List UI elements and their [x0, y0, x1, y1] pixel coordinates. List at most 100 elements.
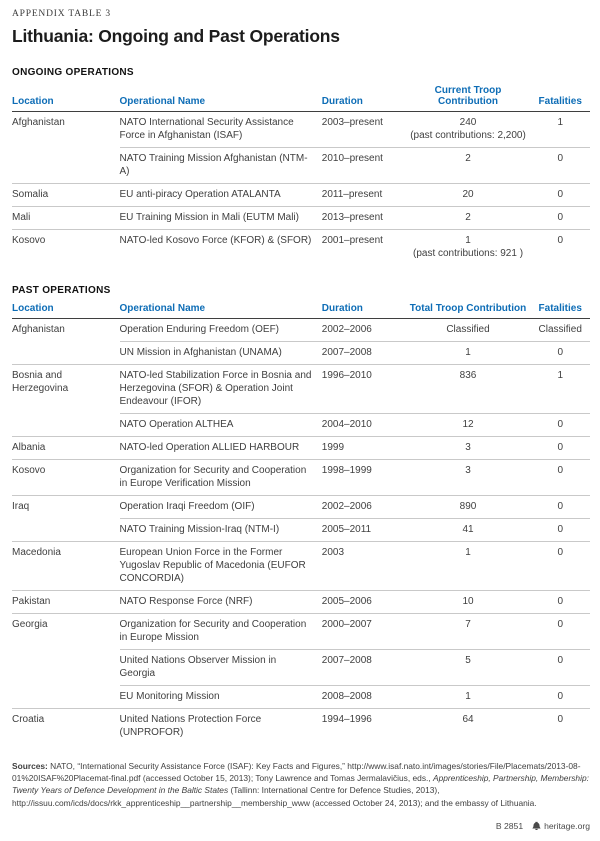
table-row: NATO Training Mission Afghanistan (NTM-A…: [12, 147, 590, 184]
cell-fatalities: 1: [557, 117, 563, 128]
cell-operation-name: Organization for Security and Cooperatio…: [119, 613, 322, 650]
table-row: Georgia Organization for Security and Coo…: [12, 613, 590, 709]
cell-location: Kosovo: [12, 229, 120, 265]
column-header: Duration: [321, 301, 406, 319]
sources-paragraph: Sources: NATO, “International Security A…: [12, 760, 590, 809]
cell-fatalities: 0: [530, 613, 590, 650]
cell-troop-contribution: 1 (past contributions: 921 ): [405, 229, 531, 265]
cell-troop-contribution: 836: [405, 364, 531, 414]
table-row: Somalia EU anti-piracy Operation ATALANTA…: [12, 183, 590, 207]
cell-duration: 2003: [321, 541, 406, 591]
cell-duration: 2013–present: [321, 206, 406, 230]
cell-fatalities: 0: [530, 413, 590, 437]
cell-operation-name: Operation Enduring Freedom (OEF): [119, 324, 280, 335]
cell-fatalities: 0: [530, 708, 590, 744]
table-row: NATO Training Mission-Iraq (NTM-I) 2005–2…: [12, 518, 590, 542]
troops-past-contribution-note: (past contributions: 921 ): [412, 248, 524, 259]
cell-troop-contribution: 20: [405, 183, 531, 207]
cell-duration: 2007–2008: [321, 649, 406, 686]
cell-fatalities: 0: [530, 518, 590, 542]
page-footer: B 2851 heritage.org: [12, 821, 590, 831]
ongoing-operations-section: ONGOING OPERATIONS Location Operational N…: [12, 67, 590, 265]
table-row: Afghanistan NATO International Security A…: [12, 112, 590, 148]
cell-troop-contribution: 2: [405, 206, 531, 230]
cell-troop-contribution: 2: [405, 147, 531, 184]
cell-duration: 1996–2010: [321, 364, 406, 414]
table-row: United Nations Observer Mission in Georg…: [12, 649, 590, 686]
cell-operation-name: European Union Force in the Former Yugos…: [119, 541, 322, 591]
cell-operation-name: United Nations Observer Mission in Georg…: [119, 649, 322, 686]
cell-troop-contribution: 7: [405, 613, 531, 650]
cell-operation-name: NATO-led Kosovo Force (KFOR) & (SFOR): [119, 229, 322, 265]
cell-operation-name: NATO Response Force (NRF): [119, 590, 322, 614]
column-header: Fatalities: [530, 301, 590, 319]
cell-location: Pakistan: [12, 590, 120, 614]
cell-location: Afghanistan: [12, 117, 65, 128]
cell-fatalities: 0: [530, 459, 590, 496]
cell-location: Iraq: [12, 495, 120, 542]
table-row: Croatia United Nations Protection Force (…: [12, 708, 590, 744]
cell-fatalities: 0: [530, 541, 590, 591]
cell-troop-contribution: 1: [405, 541, 531, 591]
table-row: Kosovo NATO-led Kosovo Force (KFOR) & (SF…: [12, 229, 590, 265]
cell-location: Croatia: [12, 708, 120, 744]
table-row: Pakistan NATO Response Force (NRF) 2005–20…: [12, 590, 590, 614]
cell-operation-name: EU Training Mission in Mali (EUTM Mali): [119, 206, 322, 230]
cell-fatalities: 0: [530, 341, 590, 365]
cell-duration: 2011–present: [321, 183, 406, 207]
cell-duration: 1998–1999: [321, 459, 406, 496]
cell-duration: 2005–2011: [321, 518, 406, 542]
cell-fatalities: 0: [530, 183, 590, 207]
table-row: NATO Operation ALTHEA 2004–2010 12 0: [12, 413, 590, 437]
cell-troop-contribution: 3: [405, 436, 531, 460]
cell-duration: 2003–present: [321, 117, 383, 128]
header-row: Location Operational Name Duration Total Tr…: [12, 301, 590, 319]
section-label: ONGOING OPERATIONS: [12, 67, 134, 78]
cell-operation-name: EU Monitoring Mission: [119, 685, 322, 709]
cell-operation-name: EU anti-piracy Operation ATALANTA: [119, 183, 322, 207]
sources-label: Sources:: [12, 761, 48, 771]
column-header: Fatalities: [530, 83, 590, 112]
column-header: Duration: [321, 83, 406, 112]
site-label: heritage.org: [544, 820, 590, 831]
cell-troop-contribution: 3: [405, 459, 531, 496]
cell-duration: 2001–present: [321, 229, 406, 265]
column-header: Location: [12, 83, 120, 112]
section-label: PAST OPERATIONS: [12, 285, 111, 296]
cell-fatalities: 0: [530, 685, 590, 709]
column-header: Operational Name: [119, 301, 322, 319]
liberty-bell-icon: [532, 821, 541, 830]
cell-operation-name: United Nations Protection Force (UNPROFO…: [119, 708, 322, 744]
cell-location: Somalia: [12, 183, 120, 207]
cell-duration: 2002–2006: [321, 495, 406, 519]
cell-duration: 2005–2006: [321, 590, 406, 614]
doc-id: B 2851: [495, 820, 524, 831]
table-row: Afghanistan Operation Enduring Freedom (O…: [12, 319, 590, 342]
past-operations-section: PAST OPERATIONS Location Operational Name…: [12, 285, 590, 744]
column-header: Operational Name: [119, 83, 322, 112]
past-operations-table: Location Operational Name Duration Total Tr…: [12, 301, 590, 744]
cell-fatalities: 0: [530, 147, 590, 184]
cell-troop-contribution: 41: [405, 518, 531, 542]
cell-location: Georgia: [12, 613, 120, 709]
cell-fatalities: 0: [530, 590, 590, 614]
cell-duration: 1994–1996: [321, 708, 406, 744]
cell-troop-contribution: 240 (past contributions: 2,200): [406, 112, 531, 148]
cell-fatalities: Classified: [538, 324, 582, 335]
cell-operation-name: NATO-led Stabilization Force in Bosnia a…: [119, 364, 322, 414]
cell-location: Bosnia and Herzegovina: [12, 364, 120, 437]
column-header: Current Troop Contribution: [405, 83, 531, 112]
cell-operation-name: NATO Operation ALTHEA: [119, 413, 322, 437]
table-row: Iraq Operation Iraqi Freedom (OIF) 2002–20…: [12, 495, 590, 542]
cell-troop-contribution: 890: [405, 495, 531, 519]
cell-troop-contribution: 64: [405, 708, 531, 744]
page-title: Lithuania: Ongoing and Past Operations: [12, 26, 340, 46]
cell-location: Kosovo: [12, 459, 120, 496]
cell-duration: 2008–2008: [321, 685, 406, 709]
table-row: Albania NATO-led Operation ALLIED HARBOUR…: [12, 436, 590, 460]
troops-past-contribution-note: (past contributions: 2,200): [410, 130, 526, 141]
cell-troop-contribution: 12: [405, 413, 531, 437]
cell-fatalities: 0: [530, 495, 590, 519]
cell-duration: 2010–present: [321, 147, 406, 184]
